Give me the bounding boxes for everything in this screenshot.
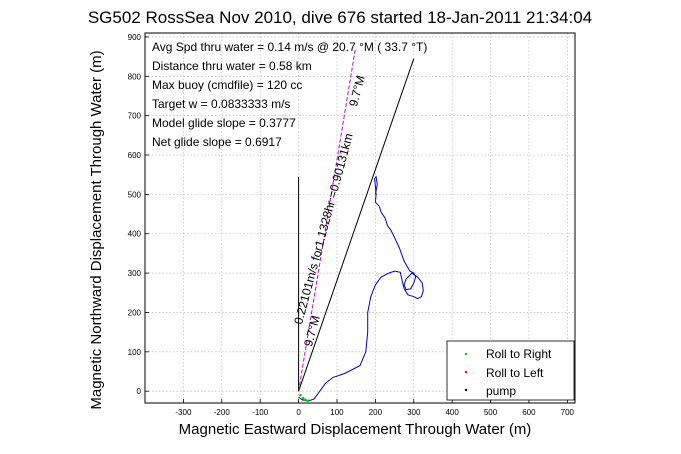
y-tick-labels: 0 100 200 300 400 500 600 700 800 900 [128, 33, 149, 396]
x-tick-label: -100 [252, 408, 269, 417]
stats-box: Avg Spd thru water = 0.14 m/s @ 20.7 °M … [152, 40, 427, 149]
y-tick-label: 100 [128, 348, 142, 357]
legend-marker-roll-left [464, 370, 468, 374]
x-tick-label: -200 [214, 408, 231, 417]
x-tick-label: 400 [445, 408, 459, 417]
y-tick-label: 0 [137, 387, 142, 396]
legend-box [446, 340, 575, 401]
x-tick-label: 700 [561, 408, 575, 417]
x-tick-label: 100 [330, 408, 344, 417]
y-tick-label: 400 [128, 230, 142, 239]
stat-line-4: Target w = 0.0833333 m/s [152, 97, 290, 111]
legend-label-pump: pump [486, 384, 516, 398]
stat-line-6: Net glide slope = 0.6917 [152, 135, 282, 149]
legend-marker-pump [464, 388, 468, 392]
y-tick-label: 900 [128, 33, 142, 42]
y-tick-label: 300 [128, 269, 142, 278]
series-roll-to-right-point [301, 396, 305, 400]
series-track-line [298, 175, 424, 402]
legend-marker-roll-right [464, 352, 468, 356]
series-roll-to-right-point [299, 393, 302, 397]
x-tick-label: 0 [296, 408, 301, 417]
x-tick-label: -300 [175, 408, 192, 417]
plot-frame [144, 32, 576, 404]
x-tick-labels: -300 -200 -100 0 100 200 300 400 500 600 700 [175, 399, 575, 417]
series-roll-to-right-point [304, 398, 307, 402]
x-tick-label: 300 [407, 408, 421, 417]
stat-line-2: Distance thru water = 0.58 km [152, 59, 312, 73]
stat-line-5: Model glide slope = 0.3777 [152, 116, 296, 130]
x-tick-label: 500 [484, 408, 498, 417]
stat-line-1: Avg Spd thru water = 0.14 m/s @ 20.7 °M … [152, 40, 427, 54]
y-tick-label: 700 [128, 112, 142, 121]
legend-label-roll-left: Roll to Left [486, 366, 544, 380]
series [298, 48, 424, 402]
series-net-displacement-line [298, 58, 415, 392]
stat-line-3: Max buoy (cmdfile) = 120 cc [152, 78, 302, 92]
series-glide-heading-line [298, 48, 356, 392]
y-tick-label: 600 [128, 151, 142, 160]
y-tick-label: 800 [128, 72, 142, 81]
y-tick-label: 200 [128, 308, 142, 317]
y-tick-label: 500 [128, 190, 142, 199]
legend: Roll to Right Roll to Left pump [446, 340, 575, 401]
series-roll-to-right-point [306, 399, 310, 402]
chart-title: SG502 RossSea Nov 2010, dive 676 started… [88, 8, 592, 27]
legend-label-roll-right: Roll to Right [486, 347, 552, 361]
x-tick-label: 600 [522, 408, 536, 417]
x-tick-label: 200 [369, 408, 383, 417]
y-axis-label: Magnetic Northward Displacement Through … [88, 50, 105, 409]
x-axis-label: Magnetic Eastward Displacement Through W… [179, 421, 532, 438]
